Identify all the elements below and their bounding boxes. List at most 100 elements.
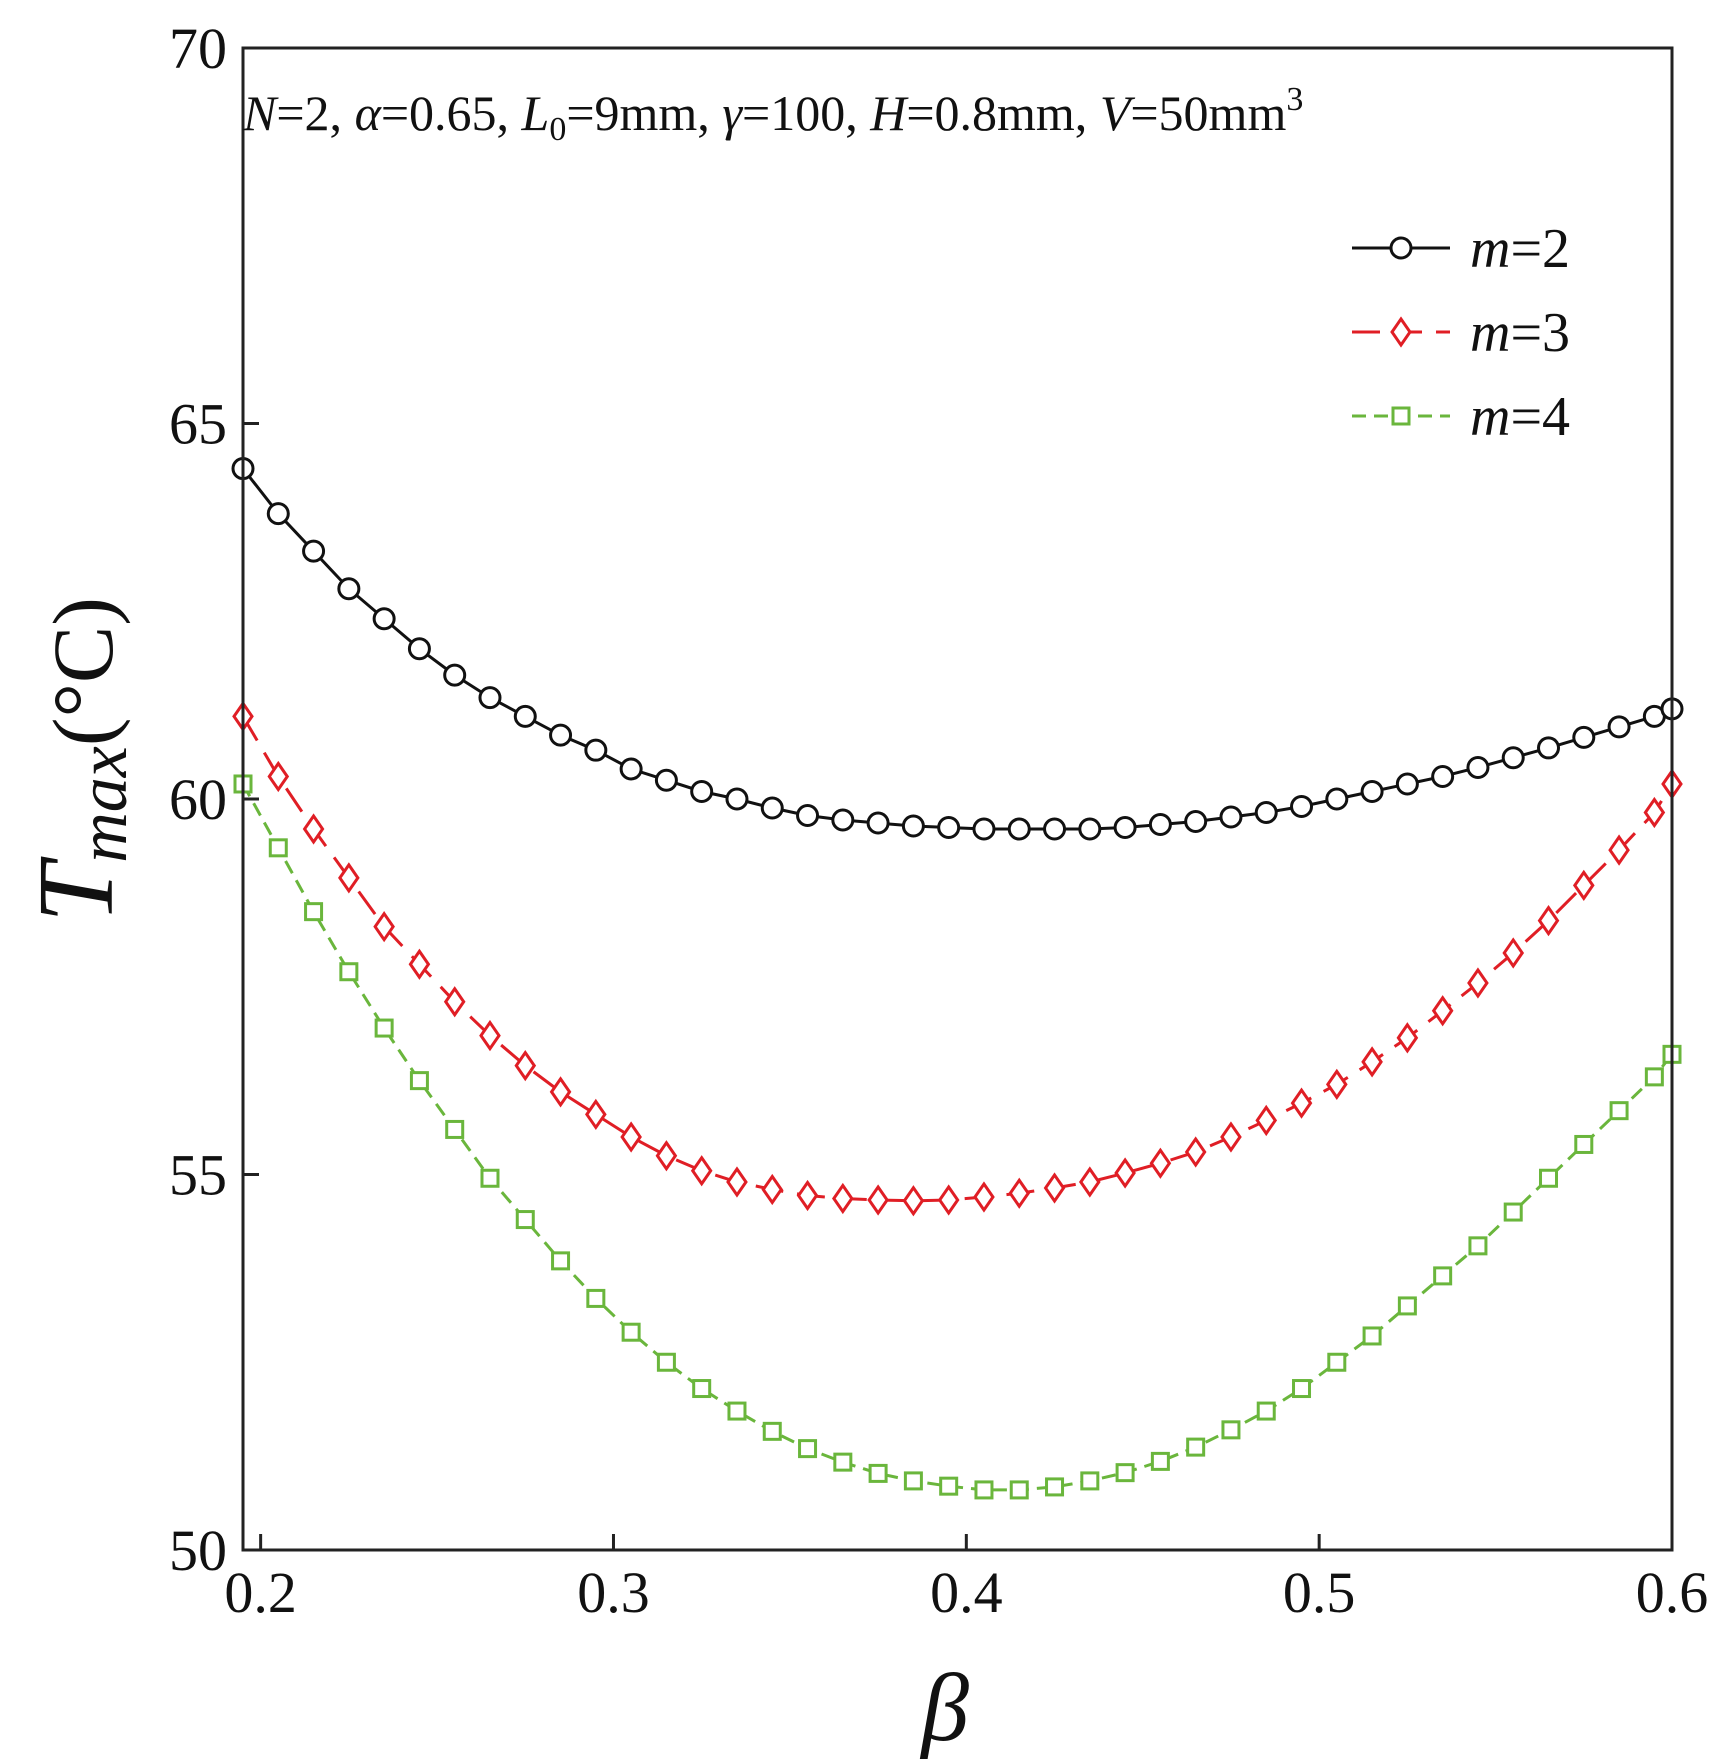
data-point-m2 — [443, 663, 467, 687]
series-m2 — [231, 457, 1684, 841]
data-point-m3 — [1572, 869, 1595, 902]
data-point-m4 — [304, 902, 324, 922]
data-point-m4 — [1080, 1471, 1100, 1491]
data-point-m4 — [1609, 1101, 1629, 1121]
data-point-m4 — [798, 1439, 818, 1459]
data-point-m3 — [1325, 1068, 1348, 1101]
data-point-m4 — [1256, 1401, 1276, 1421]
legend-marker-m2 — [1389, 236, 1413, 260]
data-point-m4 — [1397, 1296, 1417, 1316]
data-point-m3 — [585, 1098, 607, 1131]
data-point-m3 — [1114, 1157, 1136, 1189]
data-point-m2 — [1290, 795, 1314, 819]
data-point-m4 — [939, 1476, 959, 1496]
legend-label-m2: m=2 — [1470, 218, 1570, 280]
data-point-m4 — [1433, 1266, 1453, 1286]
data-point-m2 — [1360, 779, 1384, 803]
data-point-m4 — [480, 1168, 500, 1188]
data-point-m3 — [1643, 796, 1666, 829]
data-point-m3 — [1078, 1166, 1101, 1198]
data-point-m4 — [1150, 1451, 1170, 1471]
data-point-m3 — [302, 813, 325, 845]
data-point-m2 — [1219, 805, 1243, 829]
legend-item-m4: m=4 — [1352, 386, 1570, 448]
data-point-m3 — [1608, 834, 1630, 866]
data-point-m3 — [937, 1184, 960, 1216]
data-point-m3 — [796, 1179, 819, 1212]
data-point-m2 — [725, 787, 749, 811]
data-point-m4 — [692, 1379, 712, 1399]
series-m4 — [233, 774, 1682, 1500]
data-point-m3 — [549, 1076, 572, 1108]
data-point-m4 — [1221, 1420, 1241, 1440]
data-point-m2 — [337, 577, 361, 601]
data-point-m2 — [1466, 755, 1490, 779]
data-point-m3 — [726, 1166, 748, 1198]
data-point-m3 — [1502, 937, 1525, 969]
annotation: N=2, α=0.65, L0=9mm, γ=100, H=0.8mm, V=5… — [242, 81, 1303, 148]
data-point-m2 — [302, 539, 326, 563]
data-point-m4 — [551, 1251, 571, 1271]
x-tick-label: 0.2 — [224, 1560, 297, 1625]
data-point-m4 — [1186, 1437, 1206, 1457]
data-point-m3 — [1537, 905, 1560, 937]
y-axis-label: Tmax(°C) — [17, 597, 142, 923]
x-tick-label: 0.5 — [1283, 1560, 1356, 1625]
data-point-m4 — [1468, 1236, 1488, 1256]
data-point-m4 — [1539, 1168, 1559, 1188]
data-point-m4 — [1045, 1477, 1065, 1497]
data-point-m2 — [796, 804, 820, 828]
data-point-m2 — [1113, 816, 1137, 840]
data-point-m2 — [1537, 736, 1561, 760]
data-point-m2 — [407, 637, 431, 661]
data-point-m4 — [409, 1071, 429, 1091]
series-layer — [231, 457, 1684, 1500]
data-point-m4 — [903, 1471, 923, 1491]
data-point-m2 — [513, 704, 537, 728]
data-point-m4 — [1644, 1067, 1664, 1087]
data-point-m2 — [654, 768, 678, 792]
data-point-m2 — [372, 607, 396, 631]
data-point-m4 — [374, 1018, 394, 1038]
legend-item-m2: m=2 — [1352, 218, 1570, 280]
plot-frame — [241, 46, 1674, 1552]
series-line-m2 — [241, 467, 1673, 831]
data-point-m4 — [1503, 1202, 1523, 1222]
data-point-m3 — [902, 1185, 925, 1217]
y-tick-label: 55 — [169, 1143, 227, 1208]
data-point-m2 — [549, 723, 573, 747]
data-point-m2 — [266, 502, 290, 526]
x-tick-label: 0.6 — [1636, 1560, 1709, 1625]
data-point-m2 — [1607, 715, 1631, 739]
data-point-m3 — [514, 1049, 537, 1082]
data-point-m3 — [1396, 1022, 1419, 1054]
data-point-m3 — [1220, 1121, 1242, 1153]
y-tick-label: 60 — [169, 767, 227, 832]
data-point-m3 — [1431, 995, 1454, 1027]
data-point-m2 — [1395, 772, 1419, 796]
data-point-m3 — [1290, 1087, 1313, 1119]
data-point-m4 — [727, 1401, 747, 1421]
data-point-m2 — [1148, 813, 1172, 837]
data-point-m2 — [584, 738, 608, 762]
data-point-m4 — [974, 1480, 994, 1500]
ticks-layer: 0.2 0.3 0.4 0.5 0.6 50 55 60 65 70 — [169, 16, 1708, 1625]
legend-item-m3: m=3 — [1352, 302, 1570, 364]
data-point-m3 — [443, 986, 466, 1018]
data-point-m3 — [832, 1182, 854, 1215]
data-point-m3 — [690, 1155, 713, 1187]
legend: m=2 m=3 m=4 — [1352, 218, 1570, 448]
series-m3 — [232, 700, 1683, 1217]
data-point-m3 — [1467, 967, 1489, 999]
data-point-m3 — [973, 1181, 995, 1213]
legend-marker-m4 — [1391, 406, 1411, 426]
data-point-m2 — [1078, 817, 1102, 841]
data-point-m4 — [1115, 1463, 1135, 1483]
data-point-m2 — [760, 796, 784, 820]
legend-label-m4: m=4 — [1470, 386, 1570, 448]
x-axis-label: β — [919, 1654, 969, 1759]
data-point-m2 — [1007, 817, 1031, 841]
data-point-m2 — [1184, 810, 1208, 834]
data-point-m3 — [620, 1121, 642, 1153]
data-point-m3 — [1043, 1172, 1066, 1204]
